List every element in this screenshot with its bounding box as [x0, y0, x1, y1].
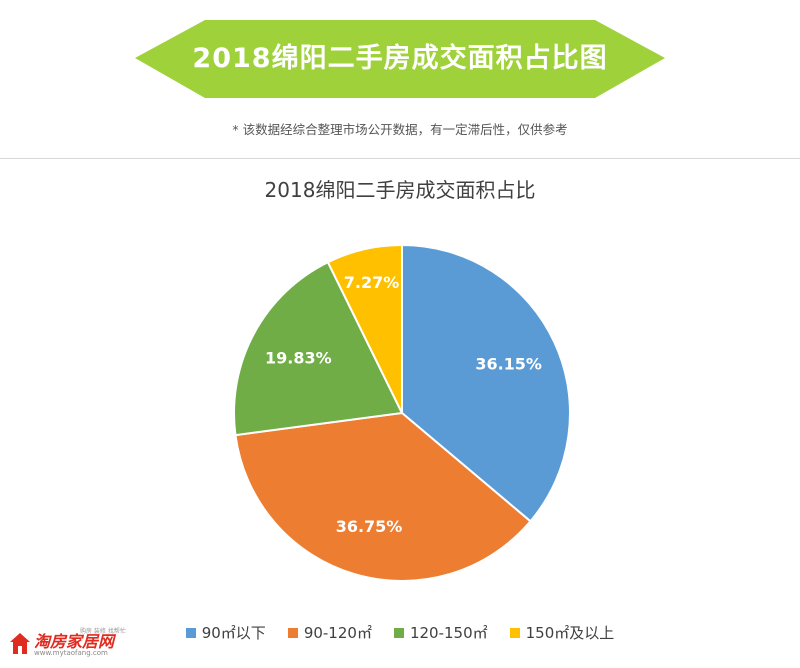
legend-label-0: 90㎡以下 [201, 624, 266, 642]
logo-text: 淘房家居网 [34, 632, 115, 651]
page-title: 2018绵阳二手房成交面积占比图 [192, 43, 608, 74]
legend-label-2: 120-150㎡ [409, 624, 488, 642]
legend-item-3: 150㎡及以上 [509, 622, 615, 643]
legend-swatch-1 [287, 627, 298, 638]
chart-title: 2018绵阳二手房成交面积占比 [264, 178, 536, 202]
pie-slice-0 [401, 243, 571, 523]
legend-item-0: 90㎡以下 [185, 622, 266, 643]
legend-swatch-3 [509, 627, 520, 638]
legend-swatch-2 [393, 627, 404, 638]
divider [0, 158, 800, 159]
slice-label-1: 36.75% [336, 517, 403, 536]
title-banner: 2018绵阳二手房成交面积占比图 [0, 0, 800, 100]
slice-label-2: 19.83% [265, 349, 332, 368]
legend-swatch-0 [185, 627, 196, 638]
slice-label-0: 36.15% [475, 354, 542, 373]
pie-slice-1 [234, 411, 532, 582]
data-disclaimer: * 该数据经综合整理市场公开数据，有一定滞后性，仅供参考 [232, 122, 568, 137]
house-icon [10, 633, 30, 654]
pie-slice-2 [233, 260, 404, 437]
legend-label-1: 90-120㎡ [303, 624, 372, 642]
logo-url: www.mytaofang.com [34, 649, 108, 657]
legend-label-3: 150㎡及以上 [525, 624, 615, 642]
legend-item-2: 120-150㎡ [393, 622, 488, 643]
legend-item-1: 90-120㎡ [287, 622, 372, 643]
pie-slice-3 [326, 243, 403, 414]
site-logo: 购房 装修 找帮忙 淘房家居网 www.mytaofang.com [8, 626, 128, 664]
slice-label-3: 7.27% [344, 273, 400, 292]
legend: 90㎡以下 90-120㎡ 120-150㎡ 150㎡及以上 [0, 622, 800, 643]
logo-tagline: 购房 装修 找帮忙 [80, 628, 126, 635]
banner-shape [135, 20, 665, 98]
